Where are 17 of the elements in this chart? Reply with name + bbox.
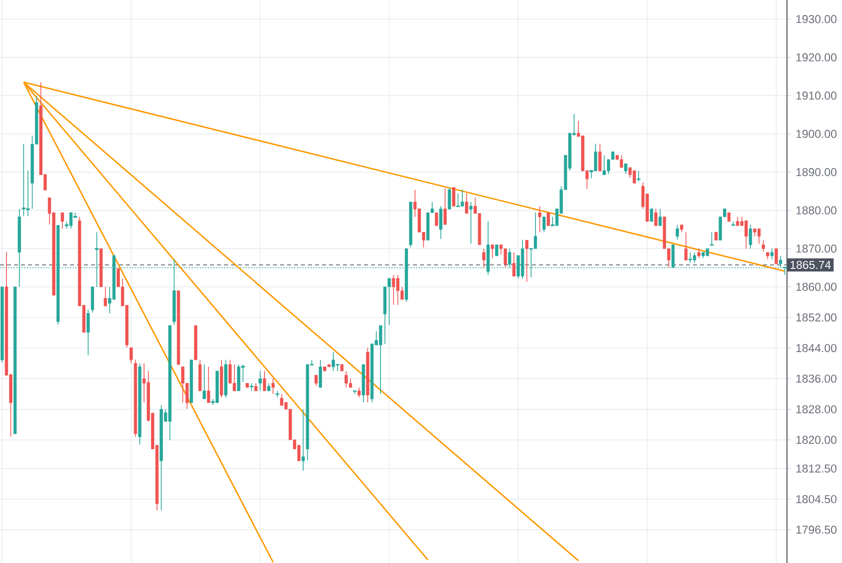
- y-tick-label: 1852.00: [796, 313, 836, 322]
- y-tick-label: 1796.50: [796, 526, 836, 534]
- y-tick-label: 1844.00: [796, 344, 836, 352]
- y-tick-label: 1890.00: [796, 168, 836, 176]
- ref-line-label: 1865.74: [790, 260, 831, 269]
- y-tick-label: 1860.00: [796, 282, 836, 291]
- y-tick-label: 1870.00: [796, 244, 836, 253]
- y-tick-label: 1828.00: [796, 405, 836, 414]
- y-tick-label: 1930.00: [796, 15, 836, 24]
- y-tick-label: 1836.00: [796, 374, 836, 383]
- y-tick-label: 1880.00: [796, 206, 836, 214]
- y-tick-label: 1910.00: [796, 92, 836, 100]
- y-tick-label: 1812.50: [796, 464, 836, 473]
- y-tick-label: 1920.00: [796, 53, 836, 62]
- y-tick-label: 1820.00: [796, 436, 836, 444]
- y-tick-label: 1900.00: [796, 130, 836, 138]
- y-tick-label: 1804.50: [796, 495, 836, 504]
